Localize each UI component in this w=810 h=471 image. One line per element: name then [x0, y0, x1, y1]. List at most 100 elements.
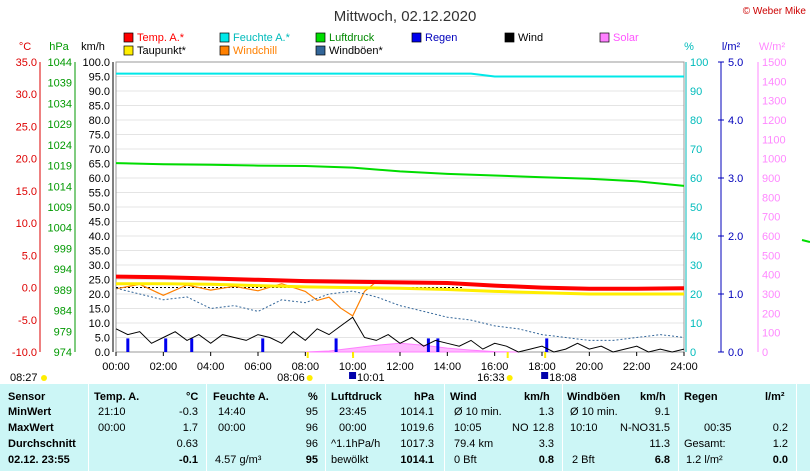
legend-swatch [315, 32, 326, 43]
wind-tick-label: 90.0 [89, 86, 110, 98]
humidity-tick-label: 80 [690, 115, 702, 127]
pressure-tick-label: 974 [54, 347, 72, 359]
wind-tick-label: 20.0 [89, 289, 110, 301]
x-tick-label: 10:00 [339, 361, 367, 373]
wind-tick-label: 60.0 [89, 173, 110, 185]
wind-value: 3.3 [538, 438, 554, 450]
gust-direction: N-NO [620, 422, 649, 434]
gust-value: 11.3 [649, 438, 670, 450]
rain-bar [190, 338, 194, 352]
rain-bar [261, 338, 265, 352]
solar-tick-label: 1400 [762, 76, 786, 88]
rain-bar [545, 338, 549, 352]
sunset-marker [506, 375, 513, 381]
humidity-time: 14:40 [218, 406, 246, 418]
temp-time: 00:00 [98, 422, 126, 434]
wind-tick-label: 45.0 [89, 217, 110, 229]
x-axis: 00:00 02:00 04:00 06:00 08:00 10:00 12:00 14:00… [102, 352, 698, 373]
header-humidity: Feuchte A. [213, 391, 269, 403]
humidity-tick-label: 100 [690, 57, 708, 69]
humidity-value: 96 [305, 438, 318, 450]
plot-area [115, 61, 810, 353]
humidity-time: 00:00 [218, 422, 246, 434]
wind-tick-label: 30.0 [89, 260, 110, 272]
rain-bar [126, 338, 130, 352]
dewpoint-line [116, 282, 684, 296]
header-gust: Windböen [567, 391, 621, 403]
rain-value: 0.0 [772, 454, 788, 466]
legend-label: Taupunkt* [137, 45, 187, 57]
weather-chart: Mittwoch, 02.12.2020 © Weber Mike Temp. … [10, 6, 810, 384]
solar-tick-label: 900 [762, 173, 780, 185]
pressure-tick-label: 1044 [48, 57, 72, 69]
pressure-tick-label: 989 [54, 285, 72, 297]
pressure-tick-label: 984 [54, 306, 72, 318]
axes: °C hPa km/h% l/m² W/m² 35.0 30.0 25.0 20.0 15.0 10… [12, 41, 787, 359]
pressure-value: 1019.6 [400, 422, 434, 434]
day-start-label: 08:27 [10, 372, 38, 384]
solar-tick-label: 100 [762, 328, 780, 340]
legend-label: Luftdruck [329, 32, 375, 44]
humidity-tick-label: 10 [690, 318, 702, 330]
wind-value: 1.3 [538, 406, 554, 418]
pressure-value: 1014.1 [400, 454, 434, 466]
wind-distance: 79.4 km [454, 438, 494, 450]
solar-tick-label: 700 [762, 212, 780, 224]
rain-tick-label: 0.0 [728, 347, 743, 359]
humidity-tick-label: 0 [690, 347, 696, 359]
row-label: 02.12. 23:55 [8, 454, 70, 466]
x-tick-label: 20:00 [576, 361, 604, 373]
rain-bar [426, 338, 430, 352]
header-pressure-unit: hPa [414, 391, 435, 403]
wind-tick-label: 5.0 [95, 333, 110, 345]
temp-tick-label: 15.0 [16, 186, 37, 198]
solar-tick-label: 1100 [762, 134, 786, 146]
wind-tick-label: 80.0 [89, 115, 110, 127]
x-tick-label: 00:00 [102, 361, 130, 373]
moonrise-label: 18:08 [549, 372, 577, 384]
sunset-label: 16:33 [477, 372, 505, 384]
legend-swatch [411, 32, 422, 43]
pressure-tick-label: 1034 [48, 98, 72, 110]
solar-tick-label: 800 [762, 192, 780, 204]
wind-tick-label: 0.0 [95, 347, 110, 359]
legend-label: Wind [518, 32, 543, 44]
rain-tick-label: 5.0 [728, 57, 743, 69]
pressure-axis-unit: hPa [49, 41, 69, 53]
rain-tick-label: 3.0 [728, 173, 743, 185]
legend-swatch [219, 45, 230, 56]
temp-tick-label: -5.0 [18, 315, 37, 327]
legend: Temp. A.*Taupunkt* Feuchte A.*Windchill Lu… [123, 32, 639, 57]
x-tick-label: 06:00 [244, 361, 272, 373]
pressure-tick-label: 979 [54, 326, 72, 338]
wind-tick-label: 85.0 [89, 101, 110, 113]
gust-time: 10:10 [570, 422, 598, 434]
solar-area [305, 342, 519, 353]
wind-axis-unit: km/h [81, 41, 105, 53]
temp-tick-label: 0.0 [22, 283, 37, 295]
solar-tick-label: 1300 [762, 96, 786, 108]
rain-value: 0.2 [772, 422, 788, 434]
wind-tick-label: 10.0 [89, 318, 110, 330]
wind-line [115, 316, 685, 353]
x-tick-label: 02:00 [150, 361, 178, 373]
temp-time: 21:10 [98, 406, 126, 418]
temp-value: 0.63 [176, 438, 198, 450]
temperature-line [115, 274, 685, 291]
temp-tick-label: 35.0 [16, 57, 37, 69]
wind-tick-label: 35.0 [89, 246, 110, 258]
solar-tick-label: 0 [762, 347, 768, 359]
pressure-tick-label: 1014 [48, 181, 72, 193]
sun-marker [41, 375, 47, 381]
gust-line [115, 287, 685, 341]
rain-time: 00:35 [704, 422, 732, 434]
wind-beaufort: 0 Bft [454, 454, 477, 466]
gust-note: Ø 10 min. [570, 406, 618, 418]
rain-bar [334, 338, 338, 352]
pressure-line [115, 162, 685, 187]
x-tick-label: 12:00 [386, 361, 414, 373]
humidity-tick-label: 20 [690, 289, 702, 301]
pressure-time: 23:45 [339, 406, 367, 418]
wind-tick-label: 55.0 [89, 188, 110, 200]
solar-tick-label: 300 [762, 289, 780, 301]
